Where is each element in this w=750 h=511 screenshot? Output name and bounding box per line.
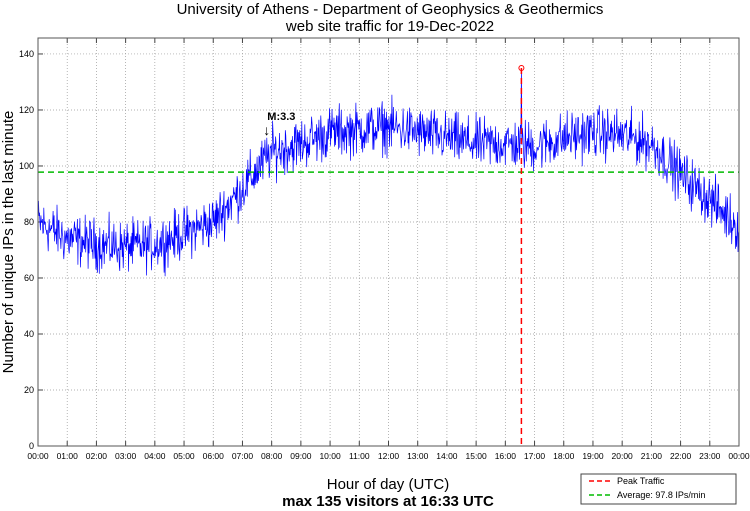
- x-tick-label: 23:00: [699, 451, 721, 461]
- x-tick-label: 02:00: [86, 451, 108, 461]
- annotation-arrow-icon: ↓: [263, 122, 270, 138]
- x-tick-label: 19:00: [582, 451, 604, 461]
- y-axis-label: Number of unique IPs in the last minute: [0, 111, 17, 374]
- x-tick-label: 05:00: [173, 451, 195, 461]
- x-tick-label: 14:00: [436, 451, 458, 461]
- legend-peak-label: Peak Traffic: [617, 476, 665, 486]
- x-tick-label: 00:00: [27, 451, 49, 461]
- legend-average-label: Average: 97.8 IPs/min: [617, 490, 705, 500]
- x-tick-label: 01:00: [57, 451, 79, 461]
- x-tick-label: 06:00: [203, 451, 225, 461]
- y-tick-label: 120: [19, 105, 34, 115]
- x-tick-label: 04:00: [144, 451, 166, 461]
- x-tick-label: 16:00: [495, 451, 517, 461]
- plot-frame: [37, 37, 740, 447]
- x-tick-label: 09:00: [290, 451, 312, 461]
- max-visitors-label: max 135 visitors at 16:33 UTC: [282, 493, 494, 510]
- y-tick-label: 0: [29, 441, 34, 451]
- annotation-label: M:3.3: [267, 111, 295, 123]
- x-tick-label: 20:00: [612, 451, 634, 461]
- x-axis-label: Hour of day (UTC): [327, 476, 450, 493]
- x-tick-label: 15:00: [465, 451, 487, 461]
- x-tick-label: 17:00: [524, 451, 546, 461]
- y-tick-label: 140: [19, 49, 34, 59]
- x-tick-label: 00:00: [728, 451, 750, 461]
- x-tick-label: 21:00: [641, 451, 663, 461]
- x-tick-label: 13:00: [407, 451, 429, 461]
- x-tick-label: 07:00: [232, 451, 254, 461]
- legend: Peak Traffic Average: 97.8 IPs/min: [580, 473, 737, 505]
- y-tick-label: 40: [24, 329, 34, 339]
- x-tick-label: 08:00: [261, 451, 283, 461]
- y-tick-label: 80: [24, 217, 34, 227]
- peak-marker: [518, 64, 525, 71]
- traffic-series-line: [37, 67, 740, 277]
- y-tick-label: 20: [24, 385, 34, 395]
- y-tick-label: 60: [24, 273, 34, 283]
- y-tick-label: 100: [19, 161, 34, 171]
- x-tick-label: 03:00: [115, 451, 137, 461]
- x-tick-label: 22:00: [670, 451, 692, 461]
- chart-subtitle: web site traffic for 19-Dec-2022: [285, 18, 494, 35]
- chart-title: University of Athens - Department of Geo…: [177, 1, 604, 18]
- x-tick-label: 10:00: [319, 451, 341, 461]
- x-tick-label: 12:00: [378, 451, 400, 461]
- x-tick-label: 11:00: [349, 451, 370, 461]
- x-tick-label: 18:00: [553, 451, 575, 461]
